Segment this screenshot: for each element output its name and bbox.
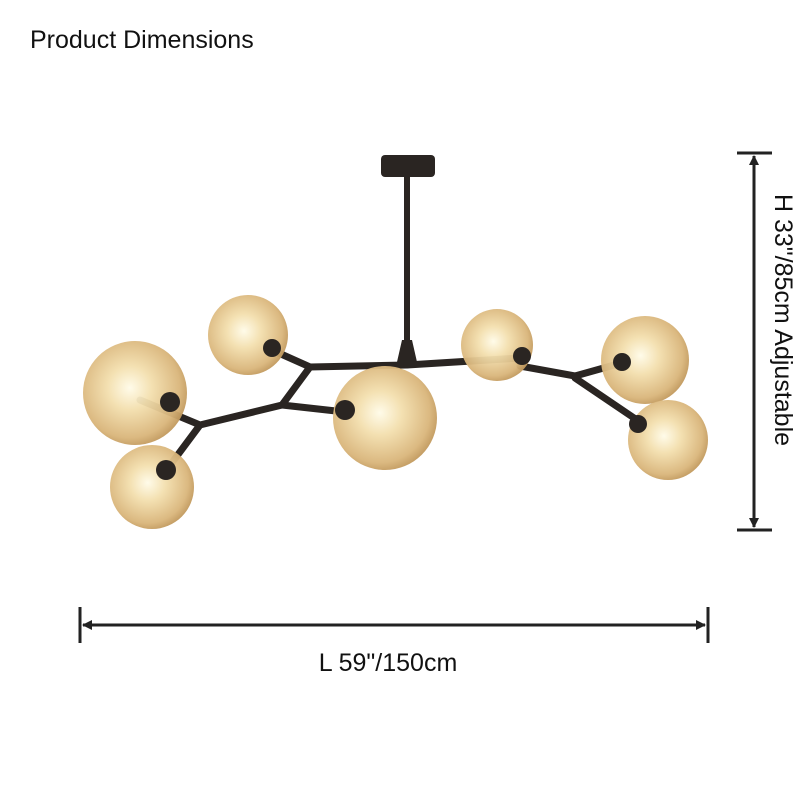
length-label: L 59"/150cm <box>319 649 458 677</box>
title: Product Dimensions <box>30 26 254 54</box>
length-dimension: L 59"/150cm <box>78 607 710 677</box>
chandelier <box>83 155 708 529</box>
height-dimension: H 33"/85cm Adjustable <box>737 151 797 532</box>
height-label: H 33"/85cm Adjustable <box>769 194 797 446</box>
